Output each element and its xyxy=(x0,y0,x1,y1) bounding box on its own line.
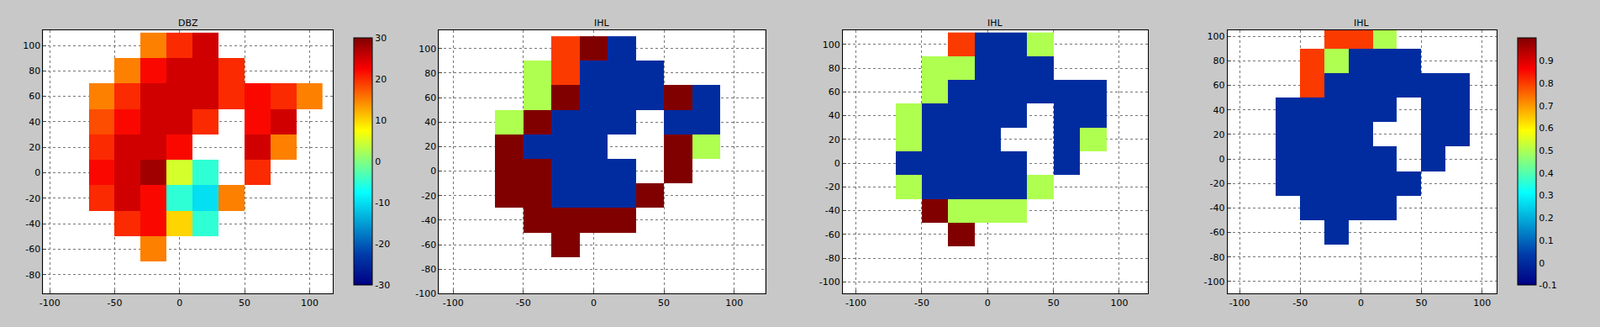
svg-text:0.1: 0.1 xyxy=(1538,235,1554,247)
svg-text:50: 50 xyxy=(1047,297,1060,309)
svg-text:IHL: IHL xyxy=(987,17,1004,29)
svg-text:0.4: 0.4 xyxy=(1538,168,1554,179)
svg-text:-100: -100 xyxy=(1229,297,1251,309)
svg-text:-50: -50 xyxy=(106,297,122,309)
svg-text:20: 20 xyxy=(1212,129,1225,141)
svg-text:-80: -80 xyxy=(1210,252,1226,264)
svg-text:0: 0 xyxy=(34,167,41,179)
svg-text:-100: -100 xyxy=(845,297,867,309)
svg-text:10: 10 xyxy=(374,115,387,127)
svg-text:0.9: 0.9 xyxy=(1538,55,1554,67)
svg-text:100: 100 xyxy=(725,297,743,309)
svg-text:-50: -50 xyxy=(914,297,930,309)
svg-text:30: 30 xyxy=(374,32,387,44)
svg-text:-20: -20 xyxy=(421,190,437,202)
svg-text:0: 0 xyxy=(1357,297,1364,309)
svg-text:20: 20 xyxy=(828,134,841,146)
svg-text:-100: -100 xyxy=(39,297,61,309)
svg-text:0: 0 xyxy=(1538,257,1545,269)
svg-text:60: 60 xyxy=(424,92,437,104)
svg-text:100: 100 xyxy=(822,39,841,51)
svg-text:IHL: IHL xyxy=(1353,17,1370,29)
svg-text:-40: -40 xyxy=(825,205,841,216)
svg-text:0.3: 0.3 xyxy=(1538,189,1554,201)
svg-text:0: 0 xyxy=(590,297,597,309)
svg-text:0: 0 xyxy=(1218,153,1225,165)
svg-text:-100: -100 xyxy=(442,297,464,309)
svg-text:20: 20 xyxy=(424,141,437,153)
svg-text:-60: -60 xyxy=(25,243,41,255)
svg-text:60: 60 xyxy=(28,90,41,102)
svg-text:0: 0 xyxy=(430,165,437,177)
svg-text:60: 60 xyxy=(1212,79,1225,91)
svg-text:0.7: 0.7 xyxy=(1538,100,1554,112)
svg-text:-100: -100 xyxy=(819,276,841,288)
svg-text:-40: -40 xyxy=(25,218,41,230)
svg-text:IHL: IHL xyxy=(594,17,611,29)
svg-text:20: 20 xyxy=(28,142,41,153)
svg-text:0.5: 0.5 xyxy=(1538,145,1554,157)
svg-text:50: 50 xyxy=(238,297,251,309)
svg-text:100: 100 xyxy=(1473,297,1491,309)
svg-text:80: 80 xyxy=(28,65,41,77)
svg-text:-60: -60 xyxy=(421,239,437,251)
svg-text:-100: -100 xyxy=(1204,276,1226,288)
svg-text:80: 80 xyxy=(1212,55,1225,67)
svg-text:0: 0 xyxy=(984,297,991,309)
svg-text:-20: -20 xyxy=(25,193,41,205)
svg-text:60: 60 xyxy=(828,86,841,98)
svg-text:-60: -60 xyxy=(1210,226,1226,238)
svg-text:0: 0 xyxy=(834,157,841,169)
svg-text:-20: -20 xyxy=(825,181,841,193)
svg-text:0.2: 0.2 xyxy=(1538,212,1554,224)
svg-text:80: 80 xyxy=(828,63,841,74)
svg-text:-40: -40 xyxy=(421,215,437,227)
svg-text:40: 40 xyxy=(424,116,437,128)
svg-text:50: 50 xyxy=(657,297,670,309)
svg-text:0: 0 xyxy=(176,297,183,309)
svg-text:-100: -100 xyxy=(415,288,437,300)
svg-text:50: 50 xyxy=(1415,297,1428,309)
svg-text:100: 100 xyxy=(418,43,437,55)
svg-text:0: 0 xyxy=(374,156,381,168)
svg-text:40: 40 xyxy=(828,110,841,122)
svg-text:0.6: 0.6 xyxy=(1538,122,1554,134)
svg-text:100: 100 xyxy=(1110,297,1128,309)
svg-text:-40: -40 xyxy=(1210,202,1226,214)
svg-text:-20: -20 xyxy=(1210,178,1226,190)
svg-text:-0.1: -0.1 xyxy=(1538,279,1557,291)
svg-text:-10: -10 xyxy=(374,197,390,209)
svg-text:-20: -20 xyxy=(374,238,390,250)
svg-text:100: 100 xyxy=(1206,31,1225,43)
svg-text:-80: -80 xyxy=(421,263,437,275)
svg-text:DBZ: DBZ xyxy=(178,17,199,29)
svg-text:-80: -80 xyxy=(825,252,841,264)
svg-text:100: 100 xyxy=(300,297,319,309)
svg-text:100: 100 xyxy=(22,40,41,52)
svg-text:80: 80 xyxy=(424,68,437,79)
svg-text:-60: -60 xyxy=(825,229,841,241)
svg-text:20: 20 xyxy=(374,73,387,85)
svg-text:40: 40 xyxy=(1212,104,1225,116)
svg-text:-80: -80 xyxy=(25,269,41,281)
svg-text:-50: -50 xyxy=(515,297,532,309)
svg-text:40: 40 xyxy=(28,116,41,128)
svg-text:-30: -30 xyxy=(374,279,390,291)
svg-text:0.8: 0.8 xyxy=(1538,78,1554,90)
svg-text:-50: -50 xyxy=(1292,297,1308,309)
